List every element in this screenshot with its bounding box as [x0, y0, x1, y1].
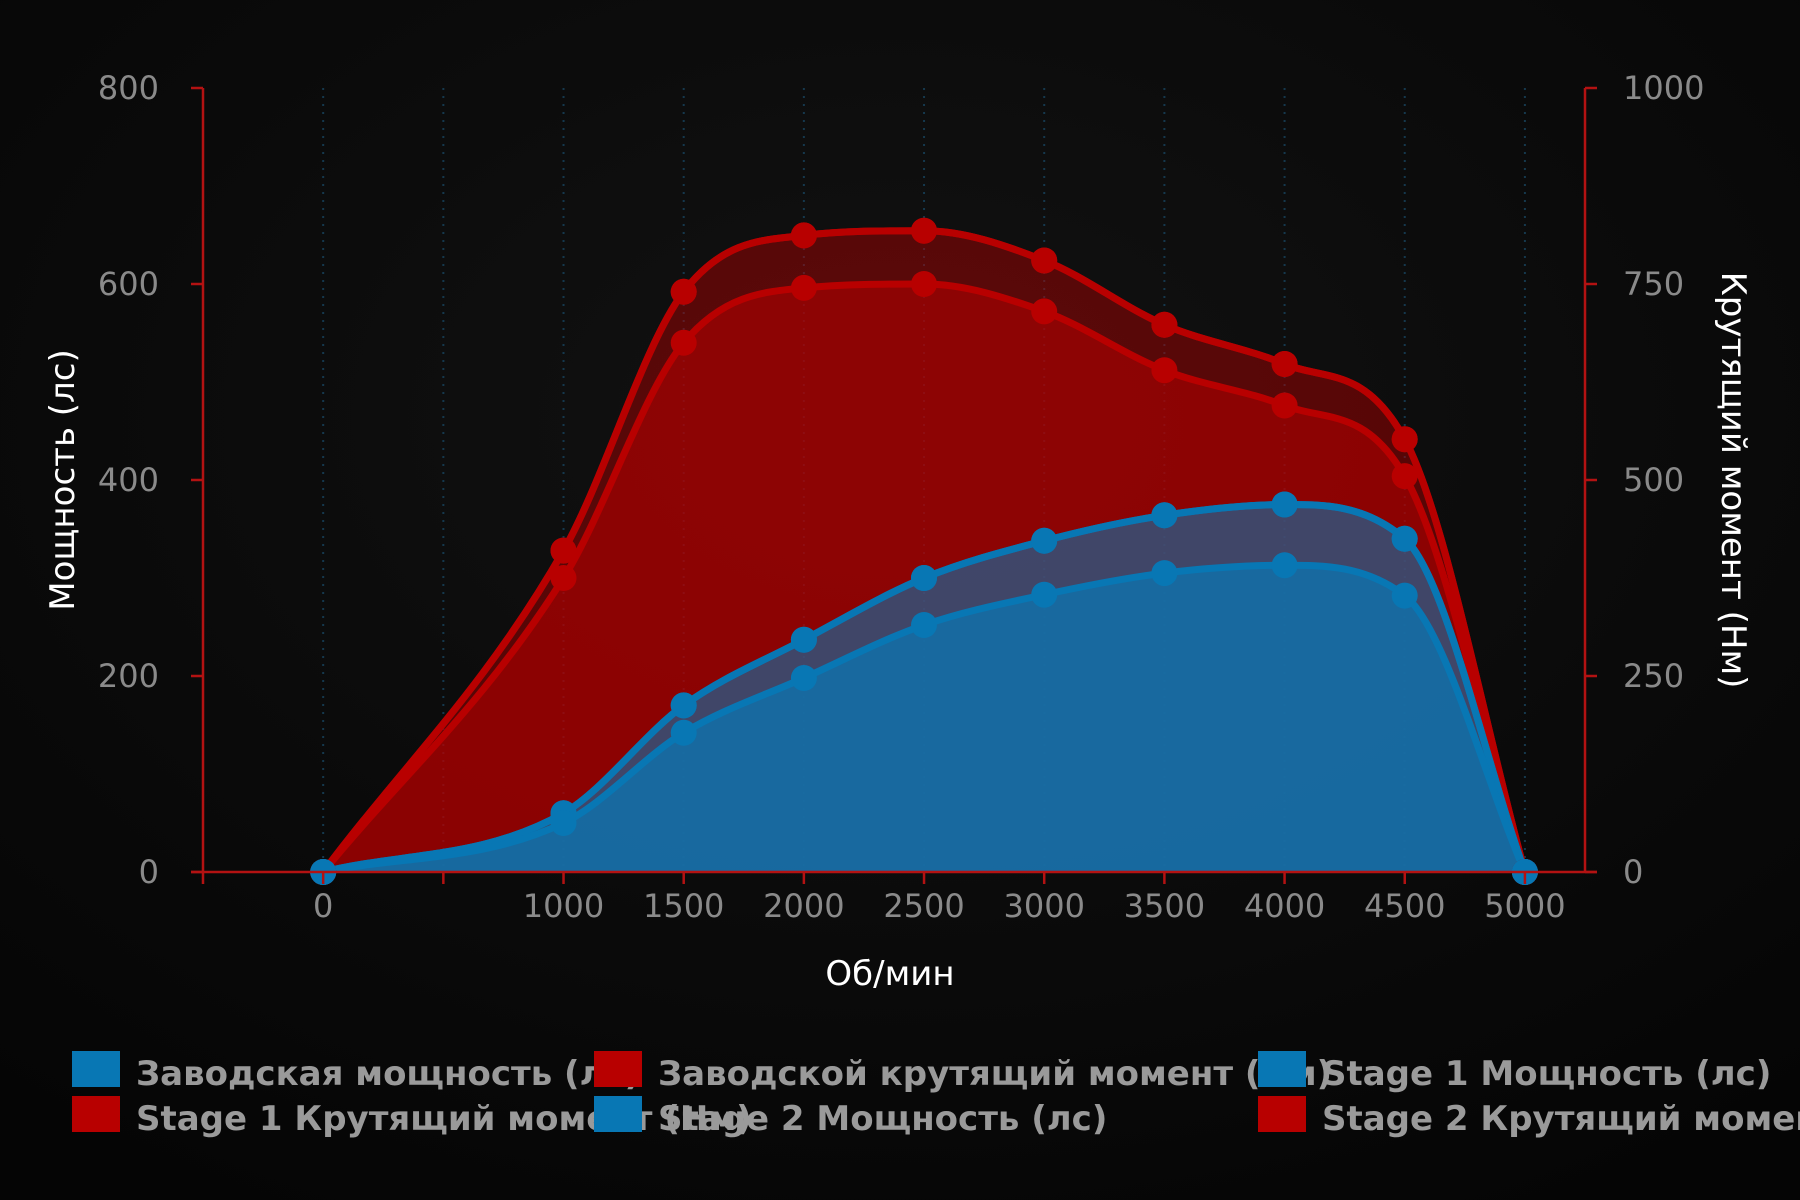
legend-swatch-1 [594, 1051, 642, 1087]
x-axis-title: Об/мин [825, 954, 954, 994]
legend-label-1: Заводской крутящий момент (Нм) [658, 1054, 1332, 1094]
series-point-1 [1391, 463, 1418, 490]
legend-swatch-2 [1258, 1051, 1306, 1087]
y-axis-title: Мощность (лс) [43, 349, 83, 611]
x-tick-label: 3000 [1003, 887, 1084, 925]
y2-tick-label: 500 [1623, 461, 1684, 499]
series-point-1 [550, 565, 577, 591]
series-point-5 [911, 217, 937, 244]
series-point-4 [1031, 527, 1058, 554]
series-point-5 [1031, 247, 1058, 274]
series-point-1 [1151, 357, 1178, 384]
x-tick-label: 1000 [523, 887, 604, 925]
series-point-1 [1271, 392, 1298, 419]
series-point-1 [670, 329, 697, 356]
series-point-0 [1151, 560, 1178, 587]
y-tick-label: 800 [98, 69, 159, 107]
series-point-1 [911, 271, 937, 297]
x-tick-label: 5000 [1484, 887, 1565, 925]
legend-label-5: Stage 2 Крутящий момент (Нм) [1322, 1099, 1800, 1139]
series-point-5 [1391, 426, 1418, 453]
series-point-4 [1271, 491, 1298, 518]
y2-tick-label: 1000 [1623, 69, 1704, 107]
series-point-4 [670, 692, 697, 719]
series-point-1 [1031, 298, 1058, 325]
x-tick-label: 4000 [1244, 887, 1325, 925]
series-point-4 [1151, 502, 1178, 529]
series-point-5 [1151, 311, 1178, 338]
series-point-0 [911, 612, 937, 638]
y-tick-label: 200 [98, 657, 159, 695]
series-point-0 [550, 810, 577, 836]
y-tick-label: 0 [139, 853, 159, 891]
series-point-5 [670, 278, 697, 305]
x-tick-label: 2500 [883, 887, 964, 925]
series-point-4 [790, 626, 817, 653]
x-tick-label: 1500 [643, 887, 724, 925]
series-point-5 [550, 537, 577, 564]
y-tick-label: 600 [98, 265, 159, 303]
x-tick-label: 3500 [1124, 887, 1205, 925]
series-point-0 [1031, 581, 1058, 608]
axes [191, 86, 1597, 884]
y2-tick-label: 250 [1623, 657, 1684, 695]
legend-swatch-0 [72, 1051, 120, 1087]
series-point-0 [670, 719, 697, 746]
legend-label-0: Заводская мощность (лс) [136, 1054, 640, 1094]
legend-label-2: Stage 1 Мощность (лс) [1322, 1054, 1771, 1094]
tick-labels: 0 200 400 600 800 0 250 500 750 1000 0 1000 1500 2000… [98, 69, 1705, 925]
series-point-5 [790, 222, 817, 249]
x-tick-label: 4500 [1364, 887, 1445, 925]
y2-tick-label: 0 [1623, 853, 1643, 891]
series-line-0 [319, 561, 1529, 876]
legend-swatch-4 [594, 1096, 642, 1132]
legend-swatch-5 [1258, 1096, 1306, 1132]
y2-axis-title: Крутящий момент (Нм) [1713, 272, 1753, 689]
series-point-5 [1271, 351, 1298, 377]
legend: Заводская мощность (лс) Заводской крутящи… [72, 1051, 1800, 1139]
x-tick-label: 2000 [763, 887, 844, 925]
series-point-0 [1271, 552, 1298, 579]
y2-tick-label: 750 [1623, 265, 1684, 303]
legend-label-4: Stage 2 Мощность (лс) [658, 1099, 1107, 1139]
legend-label-3: Stage 1 Крутящий момент (Нм) [136, 1099, 752, 1139]
y-tick-label: 400 [98, 461, 159, 499]
series-point-4 [911, 565, 937, 591]
series-point-1 [790, 274, 817, 301]
series-area-0 [323, 565, 1525, 872]
legend-swatch-3 [72, 1096, 120, 1132]
series-point-0 [790, 665, 817, 691]
series-point-4 [1391, 525, 1418, 552]
x-tick-label: 0 [313, 887, 333, 925]
series-point-0 [1391, 582, 1418, 609]
